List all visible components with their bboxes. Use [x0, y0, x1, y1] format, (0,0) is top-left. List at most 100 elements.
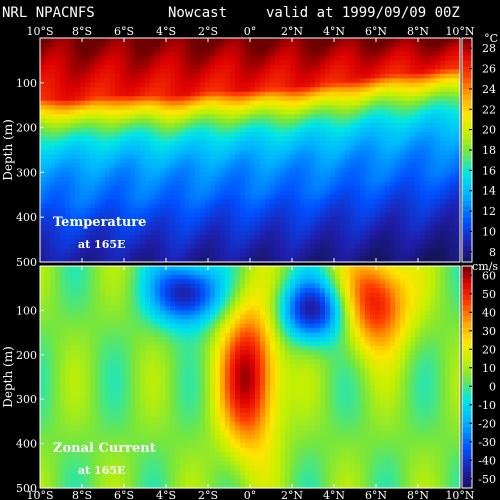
heatmap-cell [355, 109, 361, 115]
heatmap-cell [300, 239, 306, 245]
heatmap-cell [320, 100, 326, 106]
heatmap-cell [325, 163, 331, 169]
heatmap-cell [140, 123, 146, 129]
heatmap-cell [140, 239, 146, 245]
heatmap-cell [260, 100, 266, 106]
heatmap-cell [45, 377, 51, 383]
heatmap-cell [280, 167, 286, 173]
heatmap-cell [95, 332, 101, 338]
heatmap-cell [155, 217, 161, 223]
heatmap-cell [300, 181, 306, 187]
heatmap-cell [105, 203, 111, 209]
heatmap-cell [280, 87, 286, 93]
heatmap-cell [345, 46, 351, 53]
heatmap-cell [360, 244, 366, 250]
heatmap-cell [440, 87, 446, 93]
heatmap-cell [265, 42, 271, 48]
heatmap-cell [410, 114, 416, 120]
heatmap-cell [60, 199, 66, 205]
heatmap-cell [270, 221, 276, 227]
heatmap-cell [390, 257, 396, 263]
heatmap-cell [100, 82, 106, 88]
heatmap-cell [75, 297, 81, 303]
heatmap-cell [115, 69, 121, 75]
heatmap-cell [280, 158, 286, 165]
heatmap-cell [300, 141, 306, 147]
heatmap-cell [60, 150, 66, 156]
heatmap-cell [340, 226, 346, 232]
heatmap-cell [170, 123, 176, 129]
heatmap-cell [445, 239, 451, 245]
heatmap-cell [345, 235, 351, 241]
heatmap-cell [235, 118, 241, 124]
heatmap-cell [85, 194, 91, 200]
heatmap-cell [450, 136, 456, 142]
heatmap-cell [80, 136, 86, 142]
heatmap-cell [240, 181, 246, 187]
heatmap-cell [260, 208, 266, 214]
heatmap-cell [85, 408, 91, 414]
heatmap-cell [100, 483, 106, 489]
heatmap-cell [255, 46, 261, 53]
heatmap-cell [175, 136, 181, 142]
heatmap-cell [445, 235, 451, 241]
heatmap-cell [400, 154, 406, 160]
heatmap-cell [40, 448, 46, 454]
heatmap-cell [130, 145, 136, 151]
heatmap-cell [55, 270, 61, 276]
heatmap-cell [45, 69, 51, 75]
heatmap-cell [425, 136, 431, 142]
heatmap-cell [240, 109, 246, 115]
heatmap-cell [275, 190, 281, 196]
heatmap-cell [75, 394, 81, 400]
y-axis-label: Depth (m) [1, 119, 15, 181]
heatmap-cell [115, 221, 121, 227]
heatmap-cell [395, 212, 401, 218]
heatmap-cell [345, 185, 351, 191]
heatmap-cell [290, 78, 296, 84]
heatmap-cell [60, 443, 66, 449]
heatmap-cell [210, 248, 216, 254]
heatmap-cell [95, 46, 101, 53]
heatmap-cell [385, 82, 391, 88]
heatmap-cell [40, 167, 46, 173]
heatmap-cell [400, 203, 406, 209]
heatmap-cell [170, 60, 176, 66]
heatmap-cell [385, 181, 391, 187]
heatmap-cell [110, 221, 116, 227]
heatmap-cell [385, 109, 391, 115]
heatmap-cell [405, 244, 411, 250]
heatmap-cell [370, 150, 376, 156]
heatmap-cell [70, 283, 76, 289]
heatmap-cell [425, 239, 431, 245]
heatmap-cell [130, 78, 136, 84]
heatmap-cell [120, 203, 126, 209]
heatmap-cell [260, 239, 266, 245]
heatmap-cell [65, 434, 71, 440]
heatmap-cell [140, 248, 146, 254]
heatmap-cell [205, 145, 211, 151]
heatmap-cell [70, 208, 76, 214]
heatmap-cell [365, 181, 371, 187]
heatmap-cell [390, 132, 396, 138]
heatmap-cell [350, 123, 356, 129]
heatmap-cell [40, 328, 46, 334]
heatmap-cell [450, 64, 456, 70]
heatmap-cell [70, 279, 76, 285]
heatmap-cell [70, 199, 76, 205]
heatmap-cell [40, 64, 46, 70]
heatmap-cell [140, 230, 146, 236]
heatmap-cell [55, 305, 61, 311]
heatmap-cell [240, 42, 246, 48]
x-tick-label: 2°N [281, 25, 303, 38]
heatmap-cell [235, 141, 241, 147]
heatmap-cell [220, 132, 226, 138]
heatmap-cell [60, 82, 66, 88]
heatmap-cell [330, 87, 336, 93]
heatmap-cell [55, 408, 61, 414]
heatmap-cell [190, 55, 196, 61]
heatmap-cell [245, 60, 251, 66]
heatmap-cell [80, 154, 86, 160]
heatmap-cell [265, 118, 271, 124]
heatmap-cell [210, 60, 216, 66]
